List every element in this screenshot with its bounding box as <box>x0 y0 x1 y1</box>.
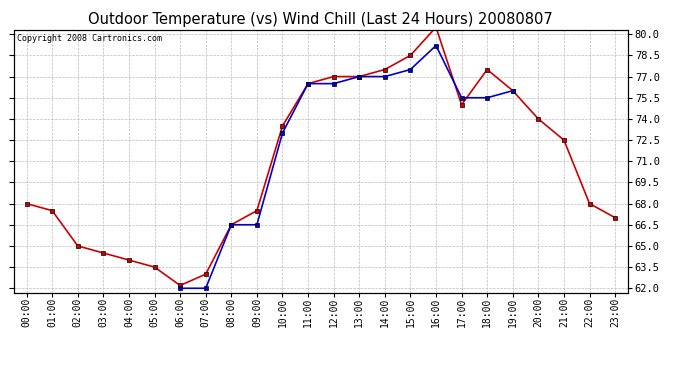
Text: Copyright 2008 Cartronics.com: Copyright 2008 Cartronics.com <box>17 34 162 43</box>
Title: Outdoor Temperature (vs) Wind Chill (Last 24 Hours) 20080807: Outdoor Temperature (vs) Wind Chill (Las… <box>88 12 553 27</box>
